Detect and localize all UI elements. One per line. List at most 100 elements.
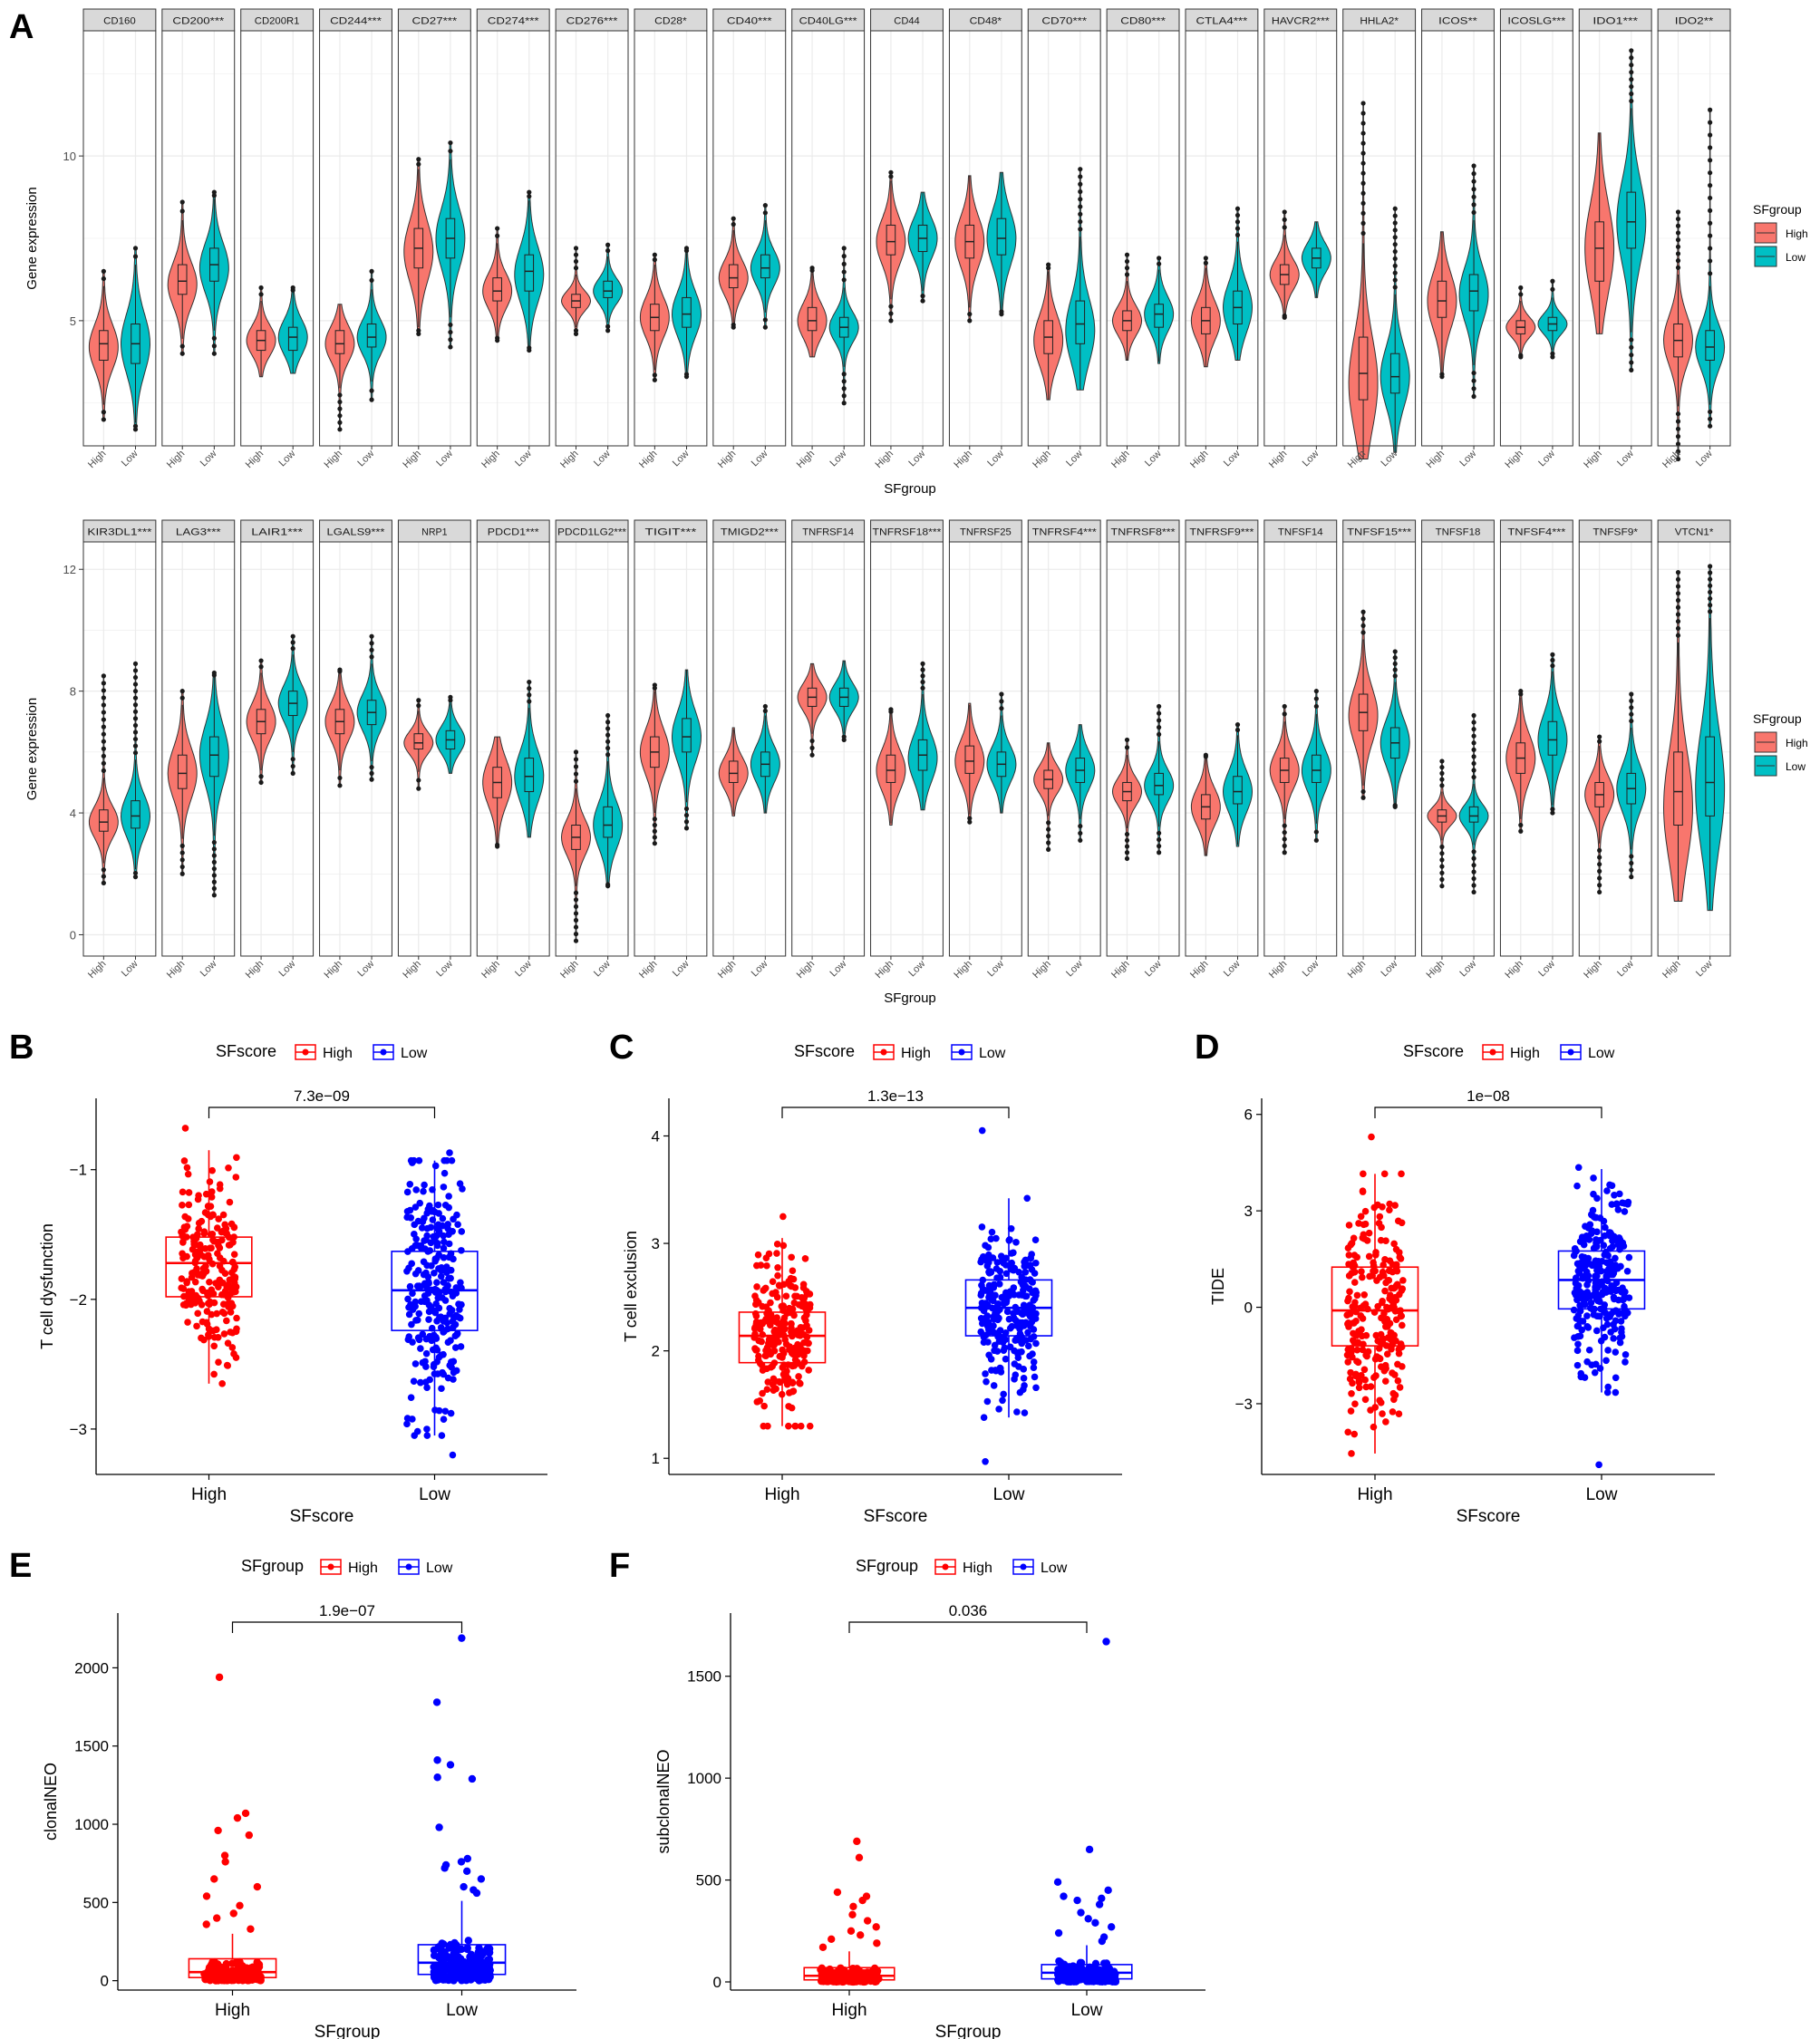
outlier-point bbox=[1046, 820, 1051, 826]
data-point bbox=[1610, 1270, 1618, 1277]
data-point bbox=[1612, 1388, 1620, 1396]
data-point bbox=[1092, 1976, 1101, 1984]
data-point-extreme bbox=[236, 1901, 244, 1909]
data-point bbox=[1571, 1334, 1578, 1341]
facet-label: PDCD1LG2*** bbox=[557, 527, 627, 538]
panel-label-e: E bbox=[9, 1547, 32, 1585]
data-point bbox=[210, 1370, 218, 1378]
group-low: Low bbox=[1557, 1164, 1646, 1504]
data-point bbox=[778, 1390, 786, 1398]
data-point bbox=[404, 1248, 411, 1255]
significance-bracket bbox=[208, 1106, 436, 1118]
facet-border bbox=[397, 541, 471, 957]
outlier-point bbox=[1282, 703, 1287, 710]
outlier-point bbox=[1471, 883, 1476, 888]
outlier-point bbox=[101, 702, 106, 708]
outlier-point bbox=[527, 692, 532, 698]
outlier-point bbox=[1629, 711, 1634, 717]
data-point bbox=[181, 1213, 189, 1221]
data-point-extreme bbox=[458, 1634, 466, 1642]
legend-key-dot bbox=[1489, 1048, 1496, 1056]
outlier-point bbox=[1629, 367, 1634, 372]
data-point bbox=[1593, 1284, 1602, 1291]
outlier-point bbox=[416, 778, 421, 783]
outlier-point bbox=[527, 679, 532, 685]
outlier-point bbox=[1629, 63, 1634, 68]
outlier-point bbox=[573, 246, 579, 251]
outlier-point bbox=[1629, 698, 1634, 704]
outlier-point bbox=[527, 686, 532, 691]
panel-label-b: B bbox=[9, 1029, 34, 1067]
y-tick-label: 10 bbox=[63, 150, 76, 163]
outlier-point bbox=[652, 835, 657, 840]
data-point-extreme bbox=[873, 1939, 881, 1947]
data-point bbox=[1348, 1240, 1356, 1247]
data-point bbox=[1370, 1262, 1378, 1270]
y-tick-label: 1500 bbox=[687, 1668, 721, 1686]
data-point bbox=[1372, 1331, 1380, 1339]
outlier-point bbox=[1471, 863, 1476, 868]
outlier-point bbox=[1392, 220, 1398, 226]
data-point bbox=[410, 1377, 418, 1386]
data-point bbox=[755, 1299, 762, 1307]
data-point bbox=[407, 1300, 414, 1309]
legend-label-high: High bbox=[1786, 227, 1808, 240]
outlier-point bbox=[1471, 202, 1476, 208]
facet-strip bbox=[82, 8, 157, 32]
data-point-extreme bbox=[220, 1851, 229, 1860]
outlier-point bbox=[101, 746, 106, 751]
data-point bbox=[1370, 1423, 1378, 1431]
facet-strip bbox=[1499, 8, 1573, 32]
data-point bbox=[431, 1969, 439, 1977]
data-point bbox=[1081, 1970, 1089, 1978]
data-point bbox=[232, 1283, 240, 1290]
data-point bbox=[751, 1292, 759, 1300]
data-point bbox=[428, 1261, 435, 1270]
outlier-point bbox=[652, 377, 657, 382]
facet-border bbox=[634, 541, 708, 957]
data-point bbox=[985, 1351, 992, 1359]
outlier-point bbox=[1157, 261, 1162, 266]
outlier-point bbox=[1675, 619, 1681, 624]
data-point bbox=[452, 1367, 460, 1375]
box-iqr bbox=[603, 280, 613, 298]
facet-tnfsf9: TNFSF9*High Low bbox=[1578, 519, 1652, 981]
data-point bbox=[1622, 1358, 1629, 1366]
data-point-extreme bbox=[433, 1756, 441, 1764]
facet-strip bbox=[1106, 519, 1180, 543]
data-point bbox=[435, 1953, 443, 1962]
legend-label-high: High bbox=[348, 1561, 378, 1576]
outlier-point bbox=[762, 210, 768, 216]
data-point bbox=[227, 1329, 234, 1336]
data-point bbox=[430, 1363, 438, 1371]
outlier-point bbox=[1439, 374, 1445, 380]
data-point bbox=[798, 1362, 806, 1370]
data-point bbox=[1379, 1203, 1386, 1211]
y-tick-label: 1 bbox=[652, 1450, 660, 1467]
outlier-point bbox=[1124, 850, 1130, 855]
data-point bbox=[223, 1230, 231, 1238]
facet-label: CD200R1 bbox=[255, 16, 300, 27]
data-point bbox=[1577, 1265, 1585, 1272]
outlier-point bbox=[1124, 266, 1130, 271]
facet-label: TMIGD2*** bbox=[721, 527, 779, 538]
facet-label: CD244*** bbox=[330, 16, 382, 27]
data-point bbox=[426, 1376, 433, 1384]
data-point bbox=[1382, 1279, 1389, 1287]
data-point bbox=[230, 1265, 238, 1273]
facet-cd48: CD48*High Low bbox=[948, 8, 1022, 470]
data-point bbox=[1583, 1322, 1591, 1330]
data-point bbox=[821, 1976, 829, 1985]
data-point bbox=[805, 1327, 813, 1334]
data-point bbox=[479, 1947, 489, 1957]
group-low: Low bbox=[964, 1126, 1053, 1504]
outlier-point bbox=[652, 252, 657, 257]
facet-label: IDO1*** bbox=[1592, 16, 1639, 27]
facet-cd200: CD200***High Low bbox=[161, 8, 236, 470]
facet-border bbox=[476, 30, 550, 447]
data-point bbox=[1344, 1319, 1352, 1327]
data-point bbox=[983, 1312, 992, 1319]
data-point bbox=[477, 1963, 485, 1971]
outlier-point bbox=[762, 203, 768, 208]
box-iqr bbox=[996, 217, 1007, 256]
